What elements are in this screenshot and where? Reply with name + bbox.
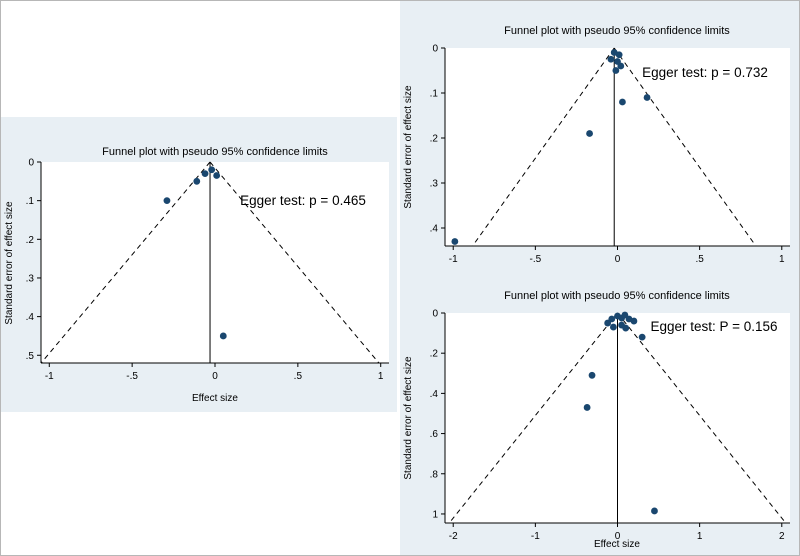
x-tick-label: -.5 <box>530 254 542 265</box>
funnel-plot-bottom-right: 0 .2 .4 .6 .8 1 -2 -1 0 1 2 Funnel plot with pseud… <box>400 279 799 555</box>
x-tick-label: -2 <box>449 531 458 542</box>
y-axis-label: Standard error of effect size <box>403 356 414 480</box>
y-axis-label: Standard error of effect size <box>403 85 414 209</box>
study-point <box>617 62 625 70</box>
y-tick-label: .4 <box>430 224 439 235</box>
study-point <box>219 332 227 340</box>
chart-title: Funnel plot with pseudo 95% confidence l… <box>504 290 730 302</box>
plot-area <box>445 48 790 246</box>
funnel-plot-top-right: 0 .1 .2 .3 .4 -1 -.5 0 .5 1 Funnel plot with pseu… <box>400 1 799 279</box>
egger-annotation: Egger test: p = 0.732 <box>642 65 768 80</box>
funnel-upper-limit-line <box>613 47 757 247</box>
y-tick-label: .3 <box>430 179 439 190</box>
x-tick-label: 1 <box>697 531 703 542</box>
x-tick-label: 1 <box>378 371 384 382</box>
study-point <box>651 507 658 515</box>
y-tick-label: 0 <box>28 158 34 169</box>
plot-layer: 0 .2 .4 .6 .8 1 -2 -1 0 1 2 <box>430 309 790 542</box>
funnel-lower-limit-line <box>472 47 615 247</box>
study-point <box>586 130 593 137</box>
study-point <box>588 371 596 379</box>
study-point <box>193 177 201 185</box>
left-chart-panel: 0 .1 .2 .3 .4 .5 -1 -.5 0 .5 1 Funnel plot with ps… <box>1 117 397 412</box>
egger-annotation: Egger test: P = 0.156 <box>651 319 778 334</box>
study-point <box>622 324 630 332</box>
x-tick-label: 1 <box>779 254 785 265</box>
study-point <box>163 197 171 205</box>
funnel-plot-left: 0 .1 .2 .3 .4 .5 -1 -.5 0 .5 1 Funnel plot with ps… <box>1 117 397 412</box>
y-tick-label: .1 <box>26 196 35 207</box>
x-axis-label: Effect size <box>192 393 238 404</box>
funnel-lower-limit-line <box>40 161 211 364</box>
x-tick-label: 0 <box>615 531 621 542</box>
x-tick-label: .5 <box>294 371 303 382</box>
y-axis-label: Standard error of effect size <box>4 201 15 325</box>
y-tick-label: .4 <box>430 389 439 400</box>
chart-title: Funnel plot with pseudo 95% confidence l… <box>504 25 730 37</box>
x-tick-label: 0 <box>615 254 621 265</box>
study-point <box>609 323 617 331</box>
y-tick-label: .3 <box>26 273 35 284</box>
x-tick-label: -1 <box>45 371 54 382</box>
x-tick-label: .5 <box>695 254 704 265</box>
y-tick-label: 0 <box>432 44 438 55</box>
funnel-plot-bottom-right-svg: 0 .2 .4 .6 .8 1 -2 -1 0 1 2 Funnel plot with pseud… <box>403 290 790 550</box>
study-point <box>630 317 638 325</box>
y-tick-label: .2 <box>430 349 439 360</box>
chart-title: Funnel plot with pseudo 95% confidence l… <box>102 146 328 158</box>
y-tick-label: .4 <box>26 312 35 323</box>
study-point <box>638 333 646 341</box>
x-axis-label: Effect size <box>594 539 640 550</box>
study-point <box>583 404 591 411</box>
study-point <box>451 238 459 245</box>
y-tick-label: 1 <box>432 509 438 520</box>
study-point <box>643 94 651 101</box>
x-tick-label: -1 <box>449 254 458 265</box>
plot-layer: 0 .1 .2 .3 .4 -1 -.5 0 .5 1 <box>430 44 790 265</box>
funnel-plot-left-svg: 0 .1 .2 .3 .4 .5 -1 -.5 0 .5 1 Funnel plot with ps… <box>4 146 389 404</box>
study-point <box>615 51 623 59</box>
funnel-plot-top-right-svg: 0 .1 .2 .3 .4 -1 -.5 0 .5 1 Funnel plot with pseu… <box>403 25 790 265</box>
plot-layer: 0 .1 .2 .3 .4 .5 -1 -.5 0 .5 1 <box>26 158 389 382</box>
y-tick-label: .8 <box>430 469 439 480</box>
plot-area <box>41 162 389 363</box>
x-tick-label: 0 <box>212 371 218 382</box>
study-point <box>213 172 221 179</box>
study-point <box>612 67 620 74</box>
x-tick-label: 2 <box>779 531 785 542</box>
y-tick-label: 0 <box>432 309 438 320</box>
y-tick-label: .5 <box>26 351 35 362</box>
study-point <box>208 166 216 174</box>
egger-annotation: Egger test: p = 0.465 <box>240 193 366 208</box>
study-point <box>607 55 615 63</box>
y-tick-label: .1 <box>430 89 439 100</box>
x-tick-label: -1 <box>531 531 540 542</box>
y-tick-label: .6 <box>430 429 439 440</box>
funnel-upper-limit-line <box>209 161 380 364</box>
study-point <box>201 170 209 177</box>
right-chart-panel: 0 .1 .2 .3 .4 -1 -.5 0 .5 1 Funnel plot with pseu… <box>400 1 799 555</box>
y-tick-label: .2 <box>26 235 35 246</box>
x-tick-label: -.5 <box>126 371 138 382</box>
study-point <box>619 98 626 106</box>
y-tick-label: .2 <box>430 134 439 145</box>
study-point <box>604 319 612 327</box>
